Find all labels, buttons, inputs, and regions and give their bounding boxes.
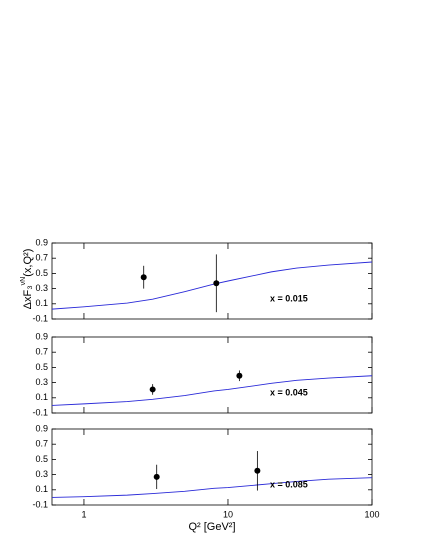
y-axis-label: ΔxF₃νN(x,Q²) [20, 249, 34, 310]
x-tick-label: 10 [223, 509, 233, 519]
y-tick-label: -0.1 [32, 499, 48, 509]
annotation: x = 0.045 [270, 387, 308, 397]
x-axis-label: Q² [GeV²] [188, 521, 235, 533]
plot-frame [51, 336, 373, 414]
y-tick-label: 0.7 [35, 253, 48, 263]
y-tick-label: -0.1 [32, 313, 48, 323]
y-tick-label: 0.9 [35, 423, 48, 433]
y-tick-label: 0.9 [35, 237, 48, 247]
plot-frame [51, 242, 373, 320]
x-tick-label: 100 [364, 509, 379, 519]
y-tick-label: 0.5 [35, 268, 48, 278]
y-tick-label: 0.3 [35, 377, 48, 387]
y-tick-label: -0.1 [32, 407, 48, 417]
curve [51, 375, 373, 406]
y-tick-label: 0.9 [35, 331, 48, 341]
plot-frame [51, 428, 373, 506]
y-tick-label: 0.1 [35, 298, 48, 308]
y-tick-label: 0.7 [35, 347, 48, 357]
data-point [254, 467, 261, 474]
y-tick-label: 0.1 [35, 392, 48, 402]
data-point [153, 473, 160, 480]
y-tick-label: 0.1 [35, 484, 48, 494]
data-point [149, 386, 156, 393]
y-tick-label: 0.5 [35, 362, 48, 372]
y-axis-label-part: νN [20, 277, 27, 286]
curve [51, 477, 373, 498]
annotation: x = 0.015 [270, 293, 308, 303]
y-axis-label-part: (x,Q²) [22, 249, 34, 277]
annotation: x = 0.085 [270, 479, 308, 489]
curve [51, 261, 373, 310]
x-tick-label: 1 [81, 509, 86, 519]
y-tick-label: 0.5 [35, 454, 48, 464]
y-tick-label: 0.3 [35, 283, 48, 293]
y-tick-label: 0.3 [35, 469, 48, 479]
y-tick-label: 0.7 [35, 439, 48, 449]
data-point [213, 280, 220, 287]
data-point [140, 274, 147, 281]
y-axis-label-part: ΔxF₃ [22, 285, 34, 309]
data-point [236, 372, 243, 379]
